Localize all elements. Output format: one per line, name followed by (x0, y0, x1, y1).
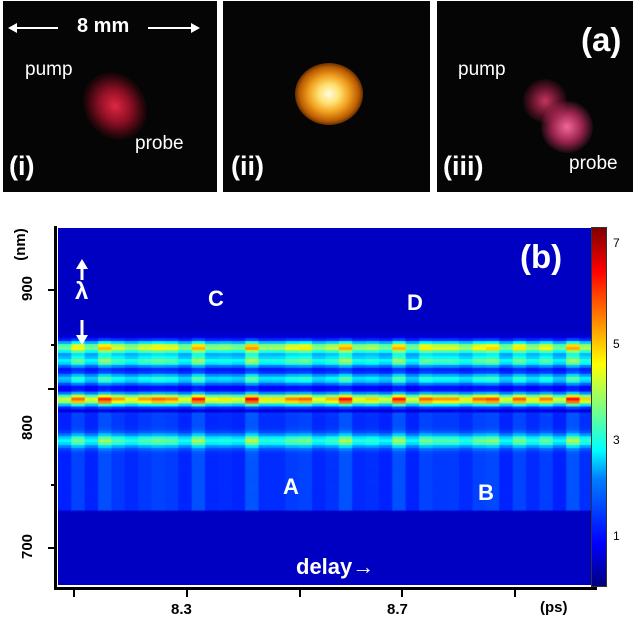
image-panel-i: pump probe (i) (3, 1, 217, 192)
x-tick-8-3: 8.3 (171, 601, 192, 618)
y-tick-700: 700 (19, 533, 37, 560)
colorbar-tick-1: 1 (613, 529, 620, 543)
scale-bar (8, 23, 200, 33)
probe-spot (541, 101, 593, 153)
spectrogram-heatmap (58, 228, 593, 585)
combined-spot (295, 63, 363, 125)
image-panel-iii: (a) pump probe (iii) (437, 1, 633, 192)
region-label-a: A (283, 474, 299, 499)
colorbar (591, 227, 607, 587)
x-axis (73, 590, 516, 597)
image-label-i: (i) (9, 151, 35, 181)
colorbar-tick-5: 5 (613, 337, 620, 351)
region-label-d: D (407, 290, 423, 315)
scale-label: 8 mm (77, 15, 130, 37)
colorbar-tick-3: 3 (613, 433, 620, 447)
region-label-b: B (478, 480, 494, 505)
y-axis (48, 289, 56, 549)
panel-a-label: (a) (581, 21, 622, 58)
image-panel-ii: (ii) (223, 1, 430, 192)
delay-label: delay→ (296, 554, 375, 579)
pump-label: pump (458, 59, 506, 80)
x-axis-frame (54, 587, 597, 590)
axis-frame (54, 226, 57, 590)
y-axis-label: (nm) (11, 228, 29, 261)
x-tick-8-7: 8.7 (387, 601, 408, 618)
region-label-c: C (208, 286, 224, 311)
probe-label: probe (135, 133, 184, 154)
pump-label: pump (25, 59, 73, 80)
image-label-ii: (ii) (231, 151, 264, 181)
probe-label: probe (569, 153, 618, 174)
colorbar-tick-7: 7 (613, 236, 620, 250)
y-tick-900: 900 (19, 275, 37, 302)
lambda-symbol: λ (75, 278, 89, 305)
image-label-iii: (iii) (443, 151, 484, 181)
y-tick-800: 800 (19, 414, 37, 441)
x-axis-label: (ps) (540, 599, 568, 616)
panel-b-label: (b) (520, 238, 563, 275)
lambda-arrows (76, 259, 88, 345)
